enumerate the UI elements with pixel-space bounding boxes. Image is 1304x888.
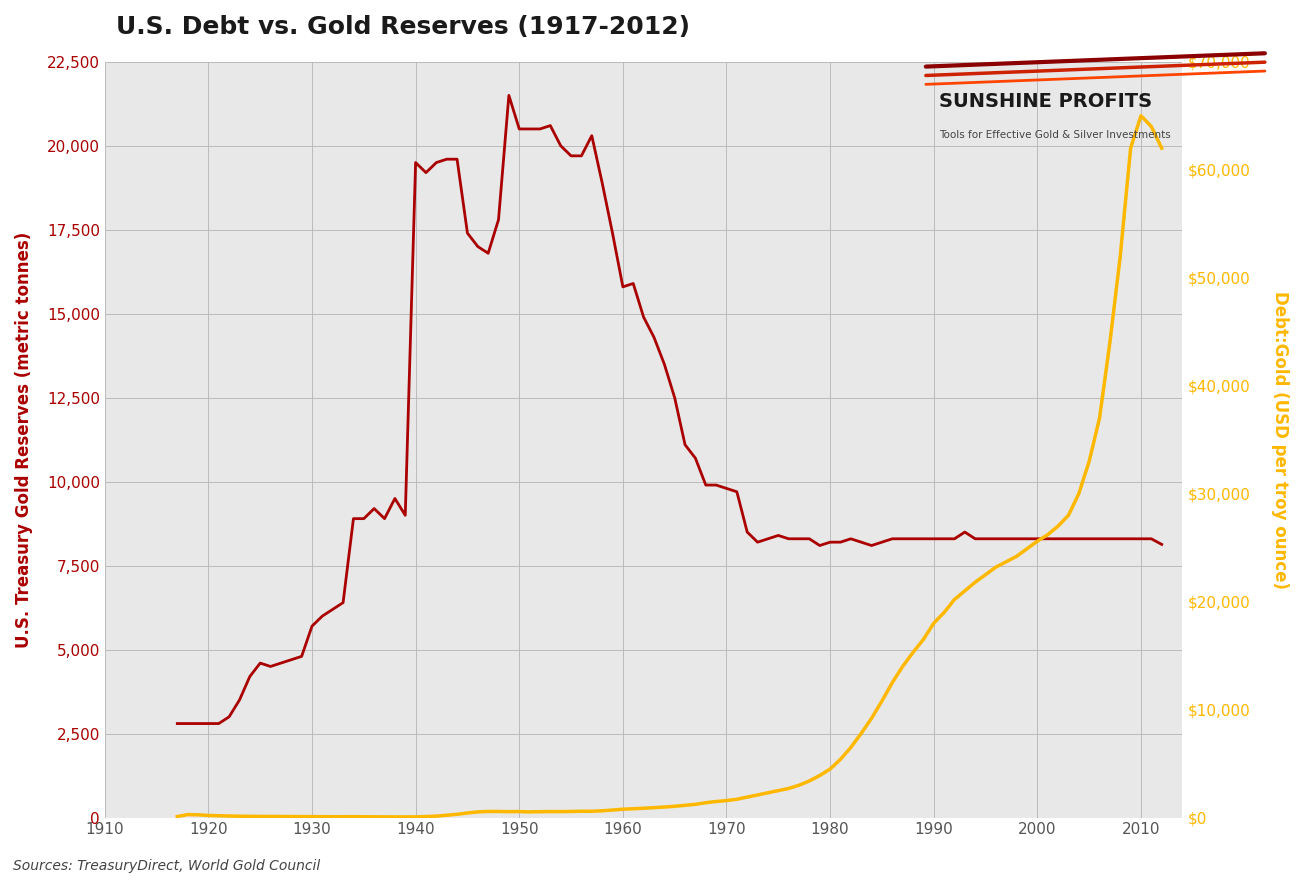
Text: U.S. Debt vs. Gold Reserves (1917-2012): U.S. Debt vs. Gold Reserves (1917-2012) bbox=[116, 15, 690, 39]
Y-axis label: U.S. Treasury Gold Reserves (metric tonnes): U.S. Treasury Gold Reserves (metric tonn… bbox=[16, 232, 33, 648]
Y-axis label: Debt:Gold (USD per troy ounce): Debt:Gold (USD per troy ounce) bbox=[1271, 290, 1288, 589]
Text: Sources: TreasuryDirect, World Gold Council: Sources: TreasuryDirect, World Gold Coun… bbox=[13, 860, 321, 873]
Text: SUNSHINE PROFITS: SUNSHINE PROFITS bbox=[939, 91, 1151, 111]
Text: Tools for Effective Gold & Silver Investments: Tools for Effective Gold & Silver Invest… bbox=[939, 130, 1171, 139]
